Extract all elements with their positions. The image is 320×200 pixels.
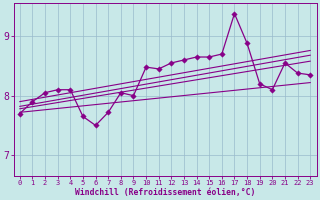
X-axis label: Windchill (Refroidissement éolien,°C): Windchill (Refroidissement éolien,°C) (75, 188, 255, 197)
